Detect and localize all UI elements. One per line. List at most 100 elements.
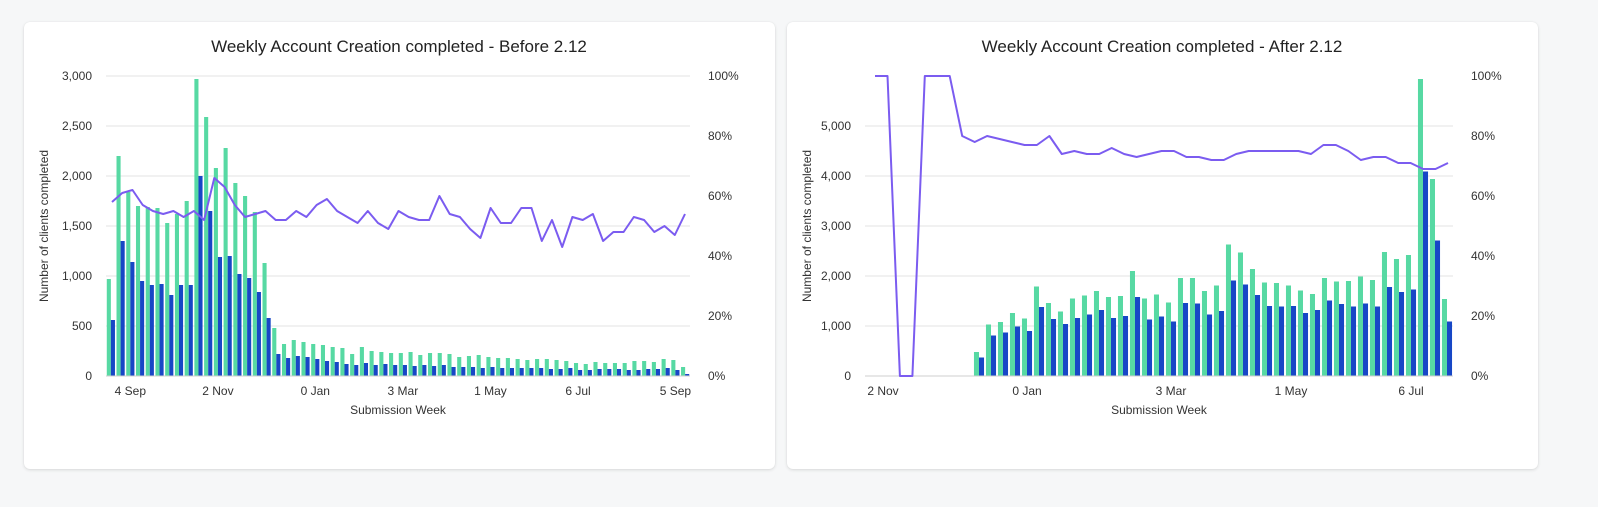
y2-tick-label: 0%: [708, 369, 726, 383]
bar-total: [661, 359, 666, 376]
x-tick-label: 6 Jul: [565, 384, 590, 398]
y2-tick-label: 80%: [708, 129, 732, 143]
chart-card-after: Weekly Account Creation completed - Afte…: [787, 22, 1538, 469]
bar-total: [973, 352, 979, 376]
rate-line: [111, 177, 686, 248]
bar-total: [233, 183, 238, 376]
bar-completed: [422, 365, 427, 376]
bar-total: [359, 347, 364, 376]
bar-completed: [1243, 284, 1249, 376]
y-tick-label: 4,000: [821, 169, 851, 183]
bar-total: [632, 361, 637, 376]
bar-total: [1081, 295, 1087, 376]
bar-total: [535, 359, 540, 376]
bar-completed: [451, 367, 456, 376]
bar-total: [437, 353, 442, 376]
bar-completed: [237, 274, 242, 376]
y-tick-label: 2,000: [62, 169, 92, 183]
y2-tick-label: 40%: [708, 249, 732, 263]
bar-completed: [140, 281, 145, 376]
y2-tick-label: 0%: [1471, 369, 1489, 383]
y-axis-label: Number of clients completed: [37, 150, 51, 302]
bar-total: [642, 361, 647, 376]
bar-total: [1249, 269, 1255, 376]
bar-completed: [1099, 310, 1105, 376]
x-tick-label: 1 May: [1275, 384, 1308, 398]
bar-total: [1285, 285, 1291, 376]
bar-total: [350, 354, 355, 376]
bar-total: [1153, 294, 1159, 376]
bar-completed: [1219, 311, 1225, 376]
bar-completed: [509, 368, 515, 376]
bar-total: [1165, 302, 1171, 376]
x-tick-label: 0 Jan: [1012, 384, 1041, 398]
bar-total: [252, 212, 257, 376]
bar-total: [184, 201, 189, 376]
bar-completed: [1267, 306, 1273, 376]
bar-total: [466, 356, 471, 376]
bar-completed: [480, 368, 485, 376]
bar-total: [671, 360, 676, 376]
y-tick-label: 3,000: [821, 219, 851, 233]
bar-total: [418, 355, 423, 376]
bar-total: [583, 364, 588, 376]
y-tick-label: 2,000: [821, 269, 851, 283]
bar-total: [135, 206, 141, 376]
bar-completed: [461, 367, 466, 376]
bar-total: [262, 263, 267, 376]
bar-completed: [655, 369, 661, 376]
bar-total: [379, 352, 384, 376]
bar-total: [515, 359, 520, 376]
y-tick-label: 0: [85, 369, 92, 383]
bar-total: [1141, 298, 1147, 376]
bar-completed: [247, 278, 252, 376]
bar-completed: [1399, 292, 1405, 376]
bar-completed: [1123, 316, 1129, 376]
bar-completed: [548, 369, 553, 376]
bar-completed: [1351, 306, 1357, 376]
x-tick-label: 4 Sep: [115, 384, 147, 398]
x-axis-label: Submission Week: [1111, 403, 1208, 417]
bar-total: [1033, 286, 1039, 376]
rate-line: [875, 75, 1449, 377]
bar-completed: [471, 367, 476, 376]
bar-completed: [276, 354, 281, 376]
bar-total: [1405, 255, 1411, 376]
bar-total: [1321, 278, 1327, 376]
y2-tick-label: 100%: [1471, 69, 1502, 83]
bar-total: [1333, 281, 1339, 376]
bar-completed: [334, 362, 339, 376]
bar-total: [243, 196, 248, 376]
bar-completed: [1183, 303, 1189, 376]
bar-total: [1189, 278, 1195, 376]
bar-total: [398, 353, 403, 376]
bar-completed: [402, 365, 407, 376]
bar-completed: [441, 365, 446, 376]
bar-completed: [675, 370, 680, 376]
bar-completed: [1315, 310, 1321, 376]
bar-completed: [1051, 319, 1057, 376]
bar-completed: [1135, 297, 1141, 376]
bar-completed: [1087, 314, 1093, 376]
bar-total: [174, 214, 179, 376]
bar-completed: [568, 368, 573, 376]
bar-total: [1441, 299, 1447, 376]
bar-completed: [1015, 326, 1021, 376]
bar-total: [525, 360, 530, 376]
bar-completed: [617, 369, 622, 376]
bar-completed: [979, 357, 985, 376]
bar-total: [389, 353, 394, 376]
bar-total: [573, 363, 579, 376]
bar-completed: [286, 358, 291, 376]
bar-total: [457, 357, 462, 376]
bar-total: [126, 192, 131, 376]
y-tick-label: 1,000: [821, 319, 851, 333]
bar-completed: [1207, 314, 1213, 376]
bar-total: [1309, 294, 1315, 376]
bar-total: [1057, 311, 1063, 376]
bar-completed: [208, 211, 213, 376]
bar-completed: [519, 368, 524, 376]
bar-completed: [256, 292, 261, 376]
bar-total: [564, 361, 569, 376]
bar-total: [369, 351, 374, 376]
